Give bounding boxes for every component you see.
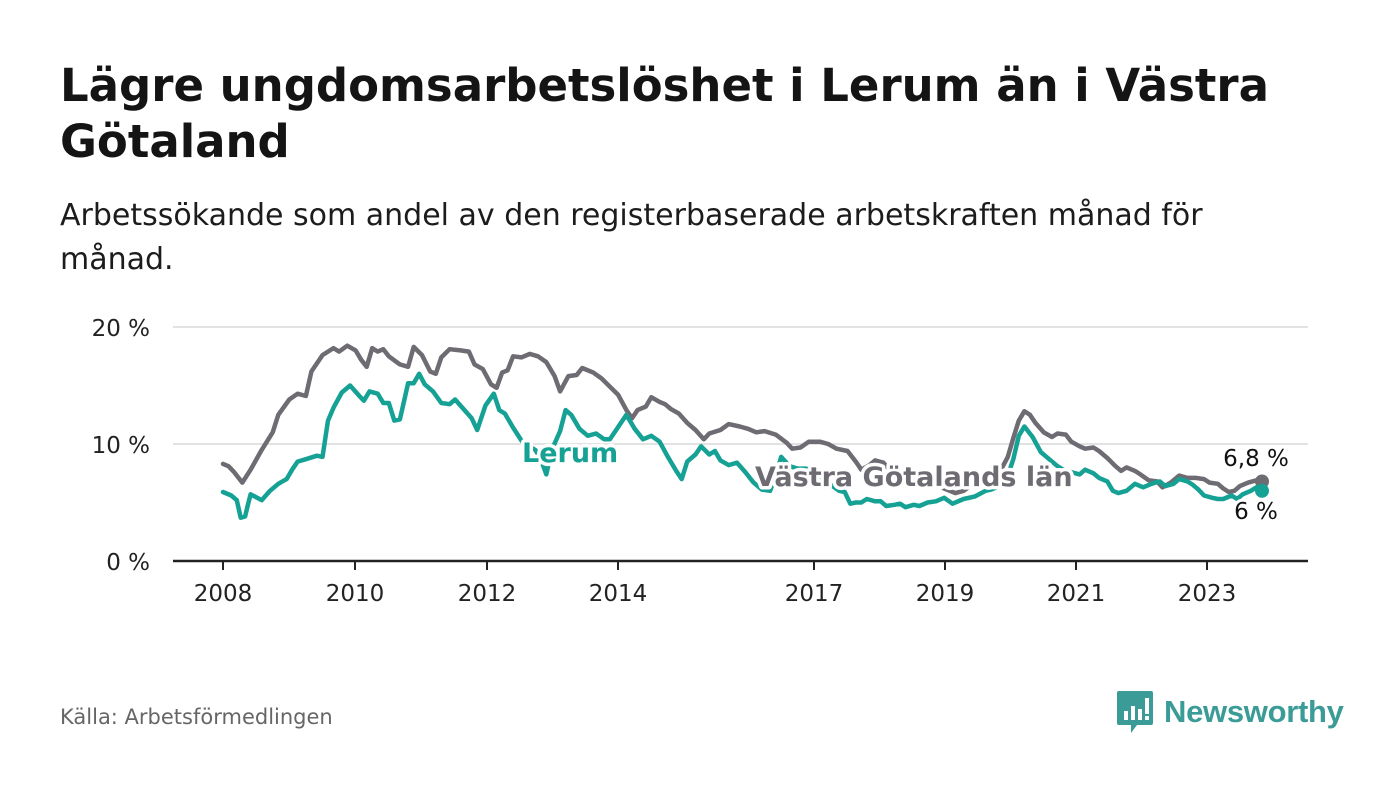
x-tick-label: 2021: [1047, 581, 1106, 607]
series-lines: [220, 343, 1269, 520]
brand-name: Newsworthy: [1164, 694, 1344, 729]
newsworthy-logo-icon: [1117, 691, 1153, 733]
x-tick-label: 2023: [1178, 581, 1237, 607]
x-tick-label: 2010: [326, 581, 385, 607]
y-tick-label: 20 %: [92, 316, 150, 342]
series-line-västra-götalands-län: [220, 343, 1265, 496]
x-tick-label: 2012: [458, 581, 517, 607]
inline-series-label: Lerum: [522, 438, 618, 469]
end-value-label: 6,8 %: [1223, 446, 1289, 472]
y-tick-label: 0 %: [106, 550, 150, 576]
y-tick-labels: 0 % 10 % 20 %: [92, 316, 150, 576]
end-labels: 6,8 % 6 %: [1220, 443, 1292, 528]
gridlines: [173, 326, 1308, 563]
x-tick-label: 2019: [916, 581, 975, 607]
inline-series-label: Västra Götalands län: [755, 462, 1073, 493]
y-tick-label: 10 %: [92, 433, 150, 459]
x-tick-label: 2008: [194, 581, 253, 607]
x-tick-labels: 2008 2010 2012 2014 2017 2019 2021 2023: [194, 561, 1237, 607]
series-end-point: [1255, 483, 1269, 498]
end-value-label: 6 %: [1234, 499, 1278, 525]
brand-logo[interactable]: Newsworthy: [1116, 688, 1344, 736]
line-chart: 0 % 10 % 20 % 2008 2010 2012 2014 2017 2019 2021…: [92, 316, 1308, 607]
chart-title: Lägre ungdomsarbetslöshet i Lerum än i V…: [60, 59, 1269, 168]
chart-subtitle: Arbetssökande som andel av den registerb…: [60, 198, 1203, 277]
series-line-lerum: [220, 371, 1265, 520]
source-note: Källa: Arbetsförmedlingen: [60, 705, 333, 729]
x-tick-label: 2014: [589, 581, 648, 607]
x-tick-label: 2017: [785, 581, 844, 607]
inline-labels: Lerum Västra Götalands län: [519, 435, 1077, 497]
